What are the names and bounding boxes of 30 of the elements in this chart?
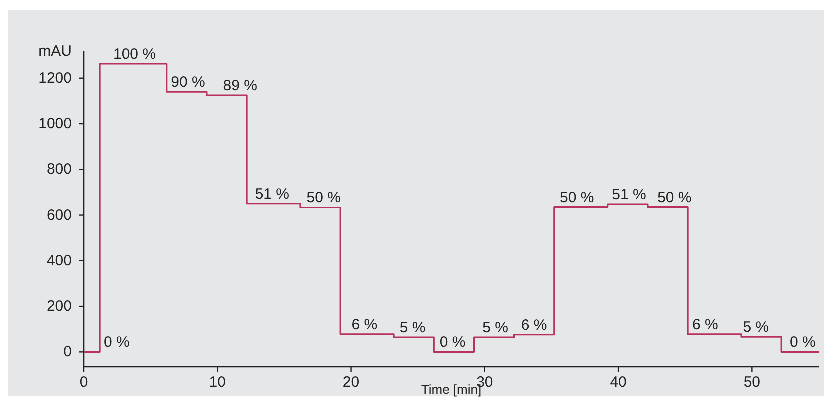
y-tick-label: 1200 (38, 70, 72, 87)
x-tick-label: 0 (80, 374, 88, 391)
y-tick-label: 0 (64, 344, 72, 361)
annotation: 0 % (790, 334, 816, 352)
annotation: 5 % (482, 320, 509, 337)
annotation: 50 % (306, 190, 341, 207)
annotation: 6 % (692, 316, 718, 334)
x-tick-label: 20 (342, 374, 360, 391)
annotation: 50 % (560, 189, 594, 206)
annotation: 90 % (171, 74, 206, 92)
y-tick-label: 600 (46, 206, 72, 224)
annotation: 50 % (658, 189, 692, 206)
y-tick-label: 1000 (38, 116, 72, 133)
x-tick-label: 40 (610, 374, 627, 391)
annotation: 51 % (255, 186, 290, 203)
annotation: 0 % (440, 334, 466, 352)
annotation: 5 % (743, 319, 770, 336)
annotation: 100 % (114, 46, 156, 64)
y-tick-label: 200 (46, 298, 72, 316)
annotation: 6 % (521, 316, 548, 334)
y-axis-title: mAU (38, 43, 72, 60)
annotation: 51 % (612, 186, 646, 204)
annotation: 5 % (400, 320, 426, 337)
annotation: 0 % (104, 334, 130, 352)
x-tick-label: 10 (209, 374, 226, 391)
y-tick-label: 800 (46, 161, 72, 178)
annotation: 89 % (223, 77, 258, 94)
x-tick-label: 50 (744, 374, 761, 391)
annotation: 6 % (352, 316, 378, 334)
y-tick-label: 400 (46, 252, 72, 270)
